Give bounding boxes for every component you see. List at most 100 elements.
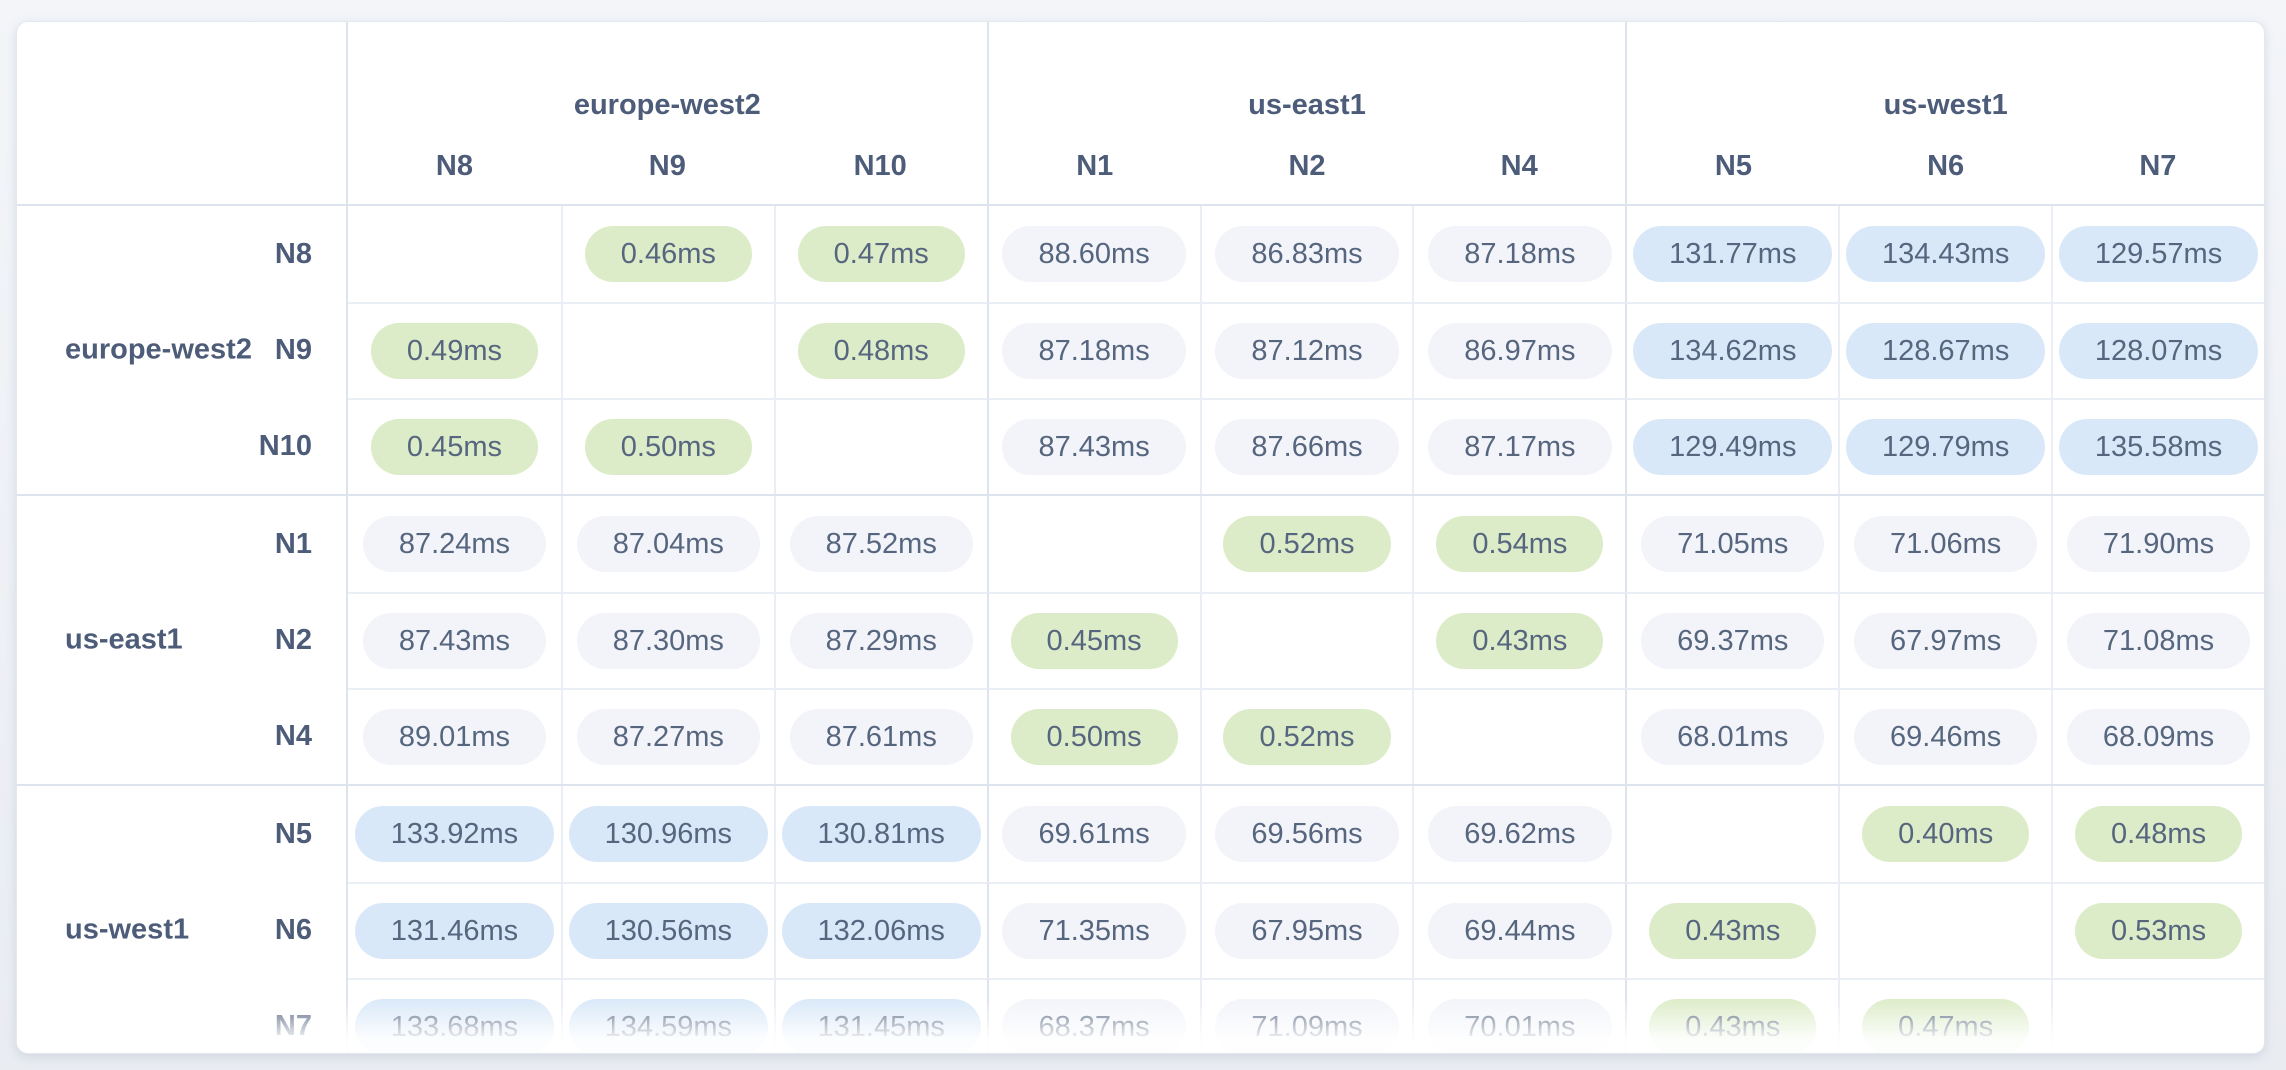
latency-pill-N5-N2[interactable]: 69.56ms [1215,806,1399,862]
latency-pill-N8-N4[interactable]: 87.18ms [1428,226,1612,282]
latency-pill-N6-N2[interactable]: 67.95ms [1215,903,1399,959]
latency-pill-N5-N6[interactable]: 0.40ms [1862,806,2030,862]
latency-cell-N9-N6: 128.67ms [1838,302,2052,398]
latency-cell-N6-N4: 69.44ms [1412,882,1626,978]
latency-pill-N8-N1[interactable]: 88.60ms [1002,226,1186,282]
latency-pill-N6-N7[interactable]: 0.53ms [2074,903,2243,959]
latency-cell-N7-N2: 71.09ms [1199,978,1413,1053]
latency-pill-N8-N9[interactable]: 0.46ms [584,226,752,282]
latency-pill-N9-N4[interactable]: 86.97ms [1428,323,1612,379]
latency-cell-N4-N6: 69.46ms [1838,688,2052,784]
latency-pill-N9-N5[interactable]: 134.62ms [1633,323,1833,379]
latency-pill-N2-N5[interactable]: 69.37ms [1641,613,1825,669]
latency-pill-N5-N10[interactable]: 130.81ms [781,806,981,862]
matrix-row-N10: N10 0.45ms 0.50ms 87.43ms 87.66ms 87.17ms 129.… [17,398,2264,494]
matrix-body: europe-west2 N8 0.46ms 0.47ms 88.60ms 86.83ms… [17,206,2264,1053]
latency-pill-N6-N10[interactable]: 132.06ms [781,903,981,959]
latency-cell-N10-N7: 135.58ms [2051,398,2264,494]
latency-cell-N5-N10: 130.81ms [773,786,987,882]
latency-pill-N10-N7[interactable]: 135.58ms [2058,419,2259,475]
latency-pill-N10-N1[interactable]: 87.43ms [1002,419,1186,475]
latency-pill-N4-N6[interactable]: 69.46ms [1854,709,2038,765]
latency-pill-N1-N4[interactable]: 0.54ms [1436,516,1604,572]
latency-pill-N8-N2[interactable]: 86.83ms [1215,226,1399,282]
latency-pill-N2-N10[interactable]: 87.29ms [789,613,973,669]
latency-pill-N1-N8[interactable]: 87.24ms [362,516,547,572]
latency-pill-N5-N1[interactable]: 69.61ms [1002,806,1186,862]
latency-cell-N1-N2: 0.52ms [1199,496,1413,592]
latency-pill-N1-N5[interactable]: 71.05ms [1641,516,1825,572]
latency-pill-N8-N6[interactable]: 134.43ms [1845,226,2046,282]
latency-pill-N9-N6[interactable]: 128.67ms [1845,323,2046,379]
latency-pill-N4-N9[interactable]: 87.27ms [576,709,760,765]
row-node-label-N6: N6 [17,882,348,978]
latency-pill-N1-N7[interactable]: 71.90ms [2066,516,2251,572]
latency-pill-N5-N4[interactable]: 69.62ms [1428,806,1612,862]
latency-pill-N4-N2[interactable]: 0.52ms [1223,709,1391,765]
latency-pill-N7-N10[interactable]: 131.45ms [781,999,981,1053]
latency-pill-N1-N9[interactable]: 87.04ms [576,516,760,572]
latency-pill-N1-N10[interactable]: 87.52ms [789,516,973,572]
latency-pill-N2-N9[interactable]: 87.30ms [576,613,760,669]
latency-cell-N8-N7: 129.57ms [2051,206,2264,302]
latency-cell-N1-N9: 87.04ms [560,496,774,592]
latency-cell-N4-N5: 68.01ms [1625,688,1839,784]
row-node-label-N5: N5 [17,786,348,882]
latency-pill-N9-N7[interactable]: 128.07ms [2058,323,2259,379]
latency-cell-N9-N4: 86.97ms [1412,302,1626,398]
row-group-us-west1: us-west1 N5 133.92ms 130.96ms 130.81ms 69.61m… [17,786,2264,1053]
latency-pill-N4-N7[interactable]: 68.09ms [2066,709,2251,765]
latency-pill-N4-N1[interactable]: 0.50ms [1010,709,1178,765]
latency-pill-N2-N1[interactable]: 0.45ms [1010,613,1178,669]
latency-pill-N7-N2[interactable]: 71.09ms [1215,999,1399,1053]
row-node-label-N7: N7 [17,978,348,1053]
latency-pill-N7-N9[interactable]: 134.59ms [568,999,768,1053]
latency-pill-N8-N5[interactable]: 131.77ms [1633,226,1833,282]
latency-pill-N4-N8[interactable]: 89.01ms [362,709,547,765]
latency-pill-N4-N10[interactable]: 87.61ms [789,709,973,765]
latency-pill-N4-N5[interactable]: 68.01ms [1641,709,1825,765]
latency-pill-N9-N2[interactable]: 87.12ms [1215,323,1399,379]
column-node-label-N1: N1 [1076,150,1114,182]
latency-pill-N10-N6[interactable]: 129.79ms [1845,419,2046,475]
latency-pill-N8-N10[interactable]: 0.47ms [797,226,965,282]
latency-pill-N5-N8[interactable]: 133.92ms [354,806,555,862]
latency-pill-N9-N10[interactable]: 0.48ms [797,323,965,379]
latency-pill-N8-N7[interactable]: 129.57ms [2058,226,2259,282]
latency-cell-N9-N2: 87.12ms [1199,302,1413,398]
latency-pill-N7-N5[interactable]: 0.43ms [1649,999,1817,1053]
row-group-us-east1: us-east1 N1 87.24ms 87.04ms 87.52ms 0.52ms 0.5… [17,496,2264,786]
latency-cell-N5-N7: 0.48ms [2051,786,2264,882]
latency-pill-N2-N6[interactable]: 67.97ms [1854,613,2038,669]
latency-pill-N6-N9[interactable]: 130.56ms [568,903,768,959]
latency-pill-N9-N1[interactable]: 87.18ms [1002,323,1186,379]
latency-cell-N2-N5: 69.37ms [1625,592,1839,688]
latency-pill-N1-N2[interactable]: 0.52ms [1223,516,1391,572]
latency-pill-N10-N5[interactable]: 129.49ms [1633,419,1833,475]
latency-pill-N5-N9[interactable]: 130.96ms [568,806,768,862]
latency-pill-N10-N4[interactable]: 87.17ms [1428,419,1612,475]
latency-pill-N10-N2[interactable]: 87.66ms [1215,419,1399,475]
latency-pill-N6-N1[interactable]: 71.35ms [1002,903,1186,959]
latency-pill-N6-N4[interactable]: 69.44ms [1428,903,1612,959]
latency-cell-N8-N1: 88.60ms [986,206,1200,302]
latency-cell-N5-N8: 133.92ms [348,786,561,882]
latency-pill-N7-N6[interactable]: 0.47ms [1862,999,2030,1053]
latency-pill-N6-N5[interactable]: 0.43ms [1649,903,1817,959]
latency-pill-N2-N7[interactable]: 71.08ms [2066,613,2251,669]
latency-cell-N4-N2: 0.52ms [1199,688,1413,784]
latency-pill-N6-N8[interactable]: 131.46ms [354,903,555,959]
latency-pill-N5-N7[interactable]: 0.48ms [2074,806,2243,862]
latency-cell-N6-N9: 130.56ms [560,882,774,978]
latency-pill-N7-N1[interactable]: 68.37ms [1002,999,1186,1053]
latency-pill-N10-N8[interactable]: 0.45ms [370,419,538,475]
latency-pill-N10-N9[interactable]: 0.50ms [584,419,752,475]
latency-pill-N9-N8[interactable]: 0.49ms [370,323,538,379]
latency-pill-N2-N8[interactable]: 87.43ms [362,613,547,669]
latency-pill-N1-N6[interactable]: 71.06ms [1854,516,2038,572]
latency-pill-N2-N4[interactable]: 0.43ms [1436,613,1604,669]
matrix-row-N1: N1 87.24ms 87.04ms 87.52ms 0.52ms 0.54ms 71.05… [17,496,2264,592]
latency-pill-N7-N4[interactable]: 70.01ms [1428,999,1612,1053]
latency-pill-N7-N8[interactable]: 133.68ms [354,999,555,1053]
self-cell-N9 [560,302,774,398]
